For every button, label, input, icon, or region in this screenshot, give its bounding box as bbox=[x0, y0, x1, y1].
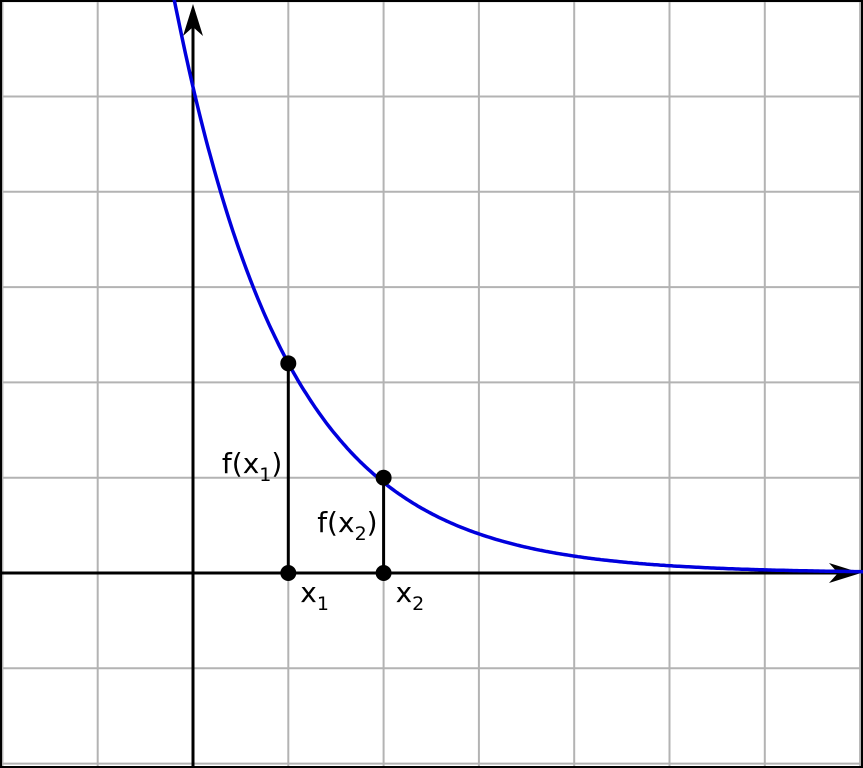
f-label-x2: f(x2) bbox=[317, 506, 377, 545]
point-group-x1: x1 f(x1) bbox=[222, 355, 329, 615]
x-label-x2: x2 bbox=[396, 576, 425, 615]
curve-point-x1 bbox=[280, 355, 297, 372]
axis-point-x2 bbox=[375, 565, 392, 581]
axis-point-x1 bbox=[280, 565, 297, 581]
curve-point-x2 bbox=[375, 469, 392, 486]
y-axis-arrowhead bbox=[183, 4, 203, 36]
function-curve bbox=[172, 0, 863, 574]
f-label-x1: f(x1) bbox=[222, 447, 282, 486]
x-label-x1: x1 bbox=[300, 576, 329, 615]
point-group-x2: x2 f(x2) bbox=[317, 469, 425, 615]
